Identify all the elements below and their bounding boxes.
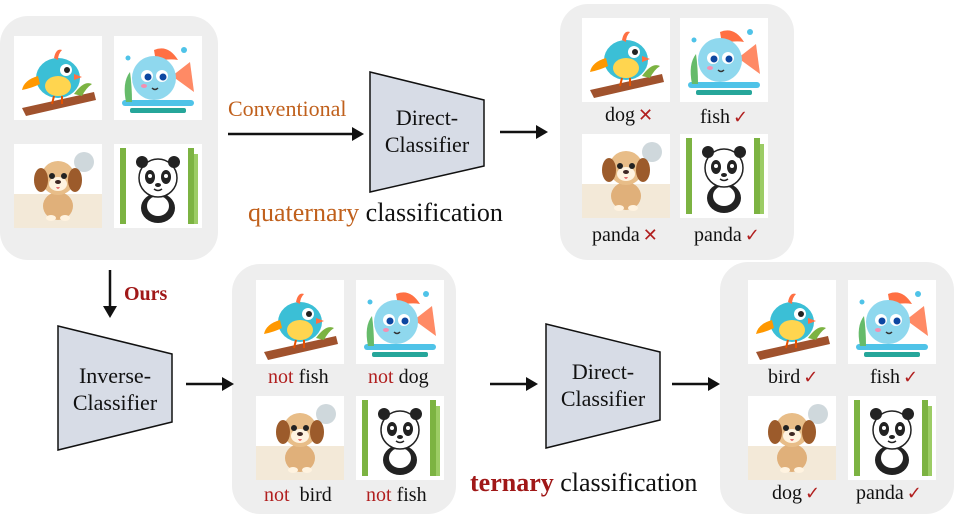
inverse-classifier: Inverse- Classifier <box>56 324 174 452</box>
not-word: not <box>368 366 394 388</box>
check-icon: ✓ <box>733 107 749 128</box>
check-icon: ✓ <box>744 225 760 246</box>
fish-icon <box>680 18 768 102</box>
panda-icon <box>848 396 936 480</box>
result-top-panda-image <box>680 134 768 218</box>
bottom-result-label-2: fish ✓ <box>870 366 918 389</box>
dog-icon <box>256 396 344 480</box>
arrow-to-inverse-results <box>186 377 234 391</box>
top-result-text-1: dog <box>605 104 635 126</box>
arrow-to-direct-classifier-top <box>228 127 364 141</box>
ternary-caption: ternary classification <box>470 468 697 498</box>
quaternary-rest: classification <box>359 198 503 227</box>
top-result-text-3: panda <box>592 224 640 246</box>
dog-icon <box>748 396 836 480</box>
direct-classifier-bottom-line2: Classifier <box>560 386 646 411</box>
top-result-label-2: fish ✓ <box>700 106 748 129</box>
inverse-fish-image <box>356 280 444 364</box>
panda-icon <box>114 144 202 228</box>
conventional-label: Conventional <box>228 96 347 121</box>
inverse-result-text-4: fish <box>391 484 427 506</box>
inverse-result-text-1: fish <box>293 366 329 388</box>
bird-icon <box>748 280 836 364</box>
ternary-word: ternary <box>470 468 554 497</box>
bird-icon <box>14 36 102 120</box>
dog-image <box>14 144 102 228</box>
bird-icon <box>256 280 344 364</box>
check-icon: ✓ <box>805 483 821 504</box>
result-bottom-panda-image <box>848 396 936 480</box>
result-top-bird-image <box>582 18 670 102</box>
bottom-result-label-1: bird ✓ <box>768 366 818 389</box>
bottom-result-text-3: dog <box>772 482 802 504</box>
panda-image <box>114 144 202 228</box>
top-result-text-2: fish <box>700 106 730 128</box>
not-word: not <box>264 484 290 506</box>
direct-classifier-top-line1: Direct- <box>395 105 459 130</box>
panda-icon <box>680 134 768 218</box>
ternary-rest: classification <box>553 468 698 497</box>
inverse-bird-image <box>256 280 344 364</box>
arrow-to-ternary-results <box>672 377 720 391</box>
panda-icon <box>356 396 444 480</box>
top-result-label-4: panda ✓ <box>694 224 760 247</box>
direct-classifier-top: Direct- Classifier <box>368 70 486 194</box>
inverse-panda-image <box>356 396 444 480</box>
bird-image <box>14 36 102 120</box>
inverse-dog-image <box>256 396 344 480</box>
quaternary-caption: quaternary classification <box>248 198 503 228</box>
top-result-label-3: panda ✕ <box>592 224 658 247</box>
result-bottom-fish-image <box>848 280 936 364</box>
quaternary-word: quaternary <box>248 198 360 227</box>
arrow-to-direct-classifier-bottom <box>490 377 538 391</box>
top-result-label-1: dog ✕ <box>605 104 653 127</box>
check-icon: ✓ <box>903 367 919 388</box>
result-bottom-bird-image <box>748 280 836 364</box>
inverse-result-label-3: not bird <box>264 484 332 507</box>
bottom-result-text-2: fish <box>870 366 900 388</box>
bird-icon <box>582 18 670 102</box>
fish-image <box>114 36 202 120</box>
dog-icon <box>582 134 670 218</box>
arrow-to-quaternary-results <box>500 125 548 139</box>
bottom-result-label-3: dog ✓ <box>772 482 820 505</box>
fish-icon <box>848 280 936 364</box>
dog-icon <box>14 144 102 228</box>
result-top-fish-image <box>680 18 768 102</box>
check-icon: ✓ <box>803 367 819 388</box>
cross-icon: ✕ <box>638 105 654 126</box>
fish-icon <box>356 280 444 364</box>
arrow-down-ours <box>103 270 117 318</box>
inverse-result-label-4: not fish <box>366 484 427 507</box>
direct-classifier-bottom: Direct- Classifier <box>544 322 662 450</box>
bottom-result-text-1: bird <box>768 366 801 388</box>
ours-label: Ours <box>124 283 168 305</box>
cross-icon: ✕ <box>642 225 658 246</box>
not-word: not <box>268 366 294 388</box>
result-bottom-dog-image <box>748 396 836 480</box>
inverse-result-text-2: dog <box>393 366 429 388</box>
direct-classifier-bottom-line1: Direct- <box>571 359 635 384</box>
top-result-text-4: panda <box>694 224 742 246</box>
bottom-result-text-4: panda <box>856 482 904 504</box>
inverse-result-text-3: bird <box>289 484 332 506</box>
inverse-classifier-line1: Inverse- <box>78 363 152 388</box>
not-word: not <box>366 484 392 506</box>
fish-icon <box>114 36 202 120</box>
bottom-result-label-4: panda ✓ <box>856 482 922 505</box>
inverse-result-label-1: not fish <box>268 366 329 389</box>
inverse-classifier-line2: Classifier <box>72 390 158 415</box>
inverse-result-label-2: not dog <box>368 366 429 389</box>
direct-classifier-top-line2: Classifier <box>384 132 470 157</box>
check-icon: ✓ <box>906 483 922 504</box>
result-top-dog-image <box>582 134 670 218</box>
